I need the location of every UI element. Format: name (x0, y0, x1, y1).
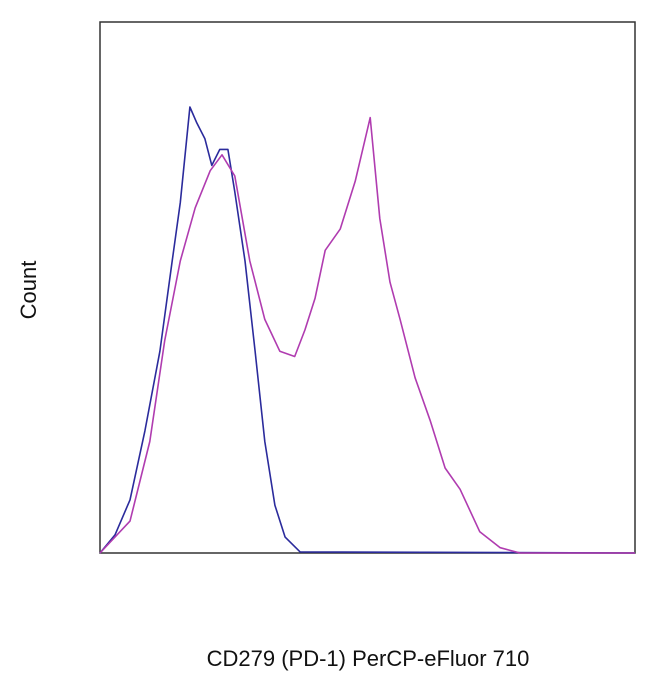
y-axis-label: Count (16, 261, 41, 320)
x-axis-label: CD279 (PD-1) PerCP-eFluor 710 (207, 646, 530, 671)
plot-frame (99, 21, 636, 554)
histogram-line (99, 106, 636, 554)
histogram-line (99, 116, 635, 554)
